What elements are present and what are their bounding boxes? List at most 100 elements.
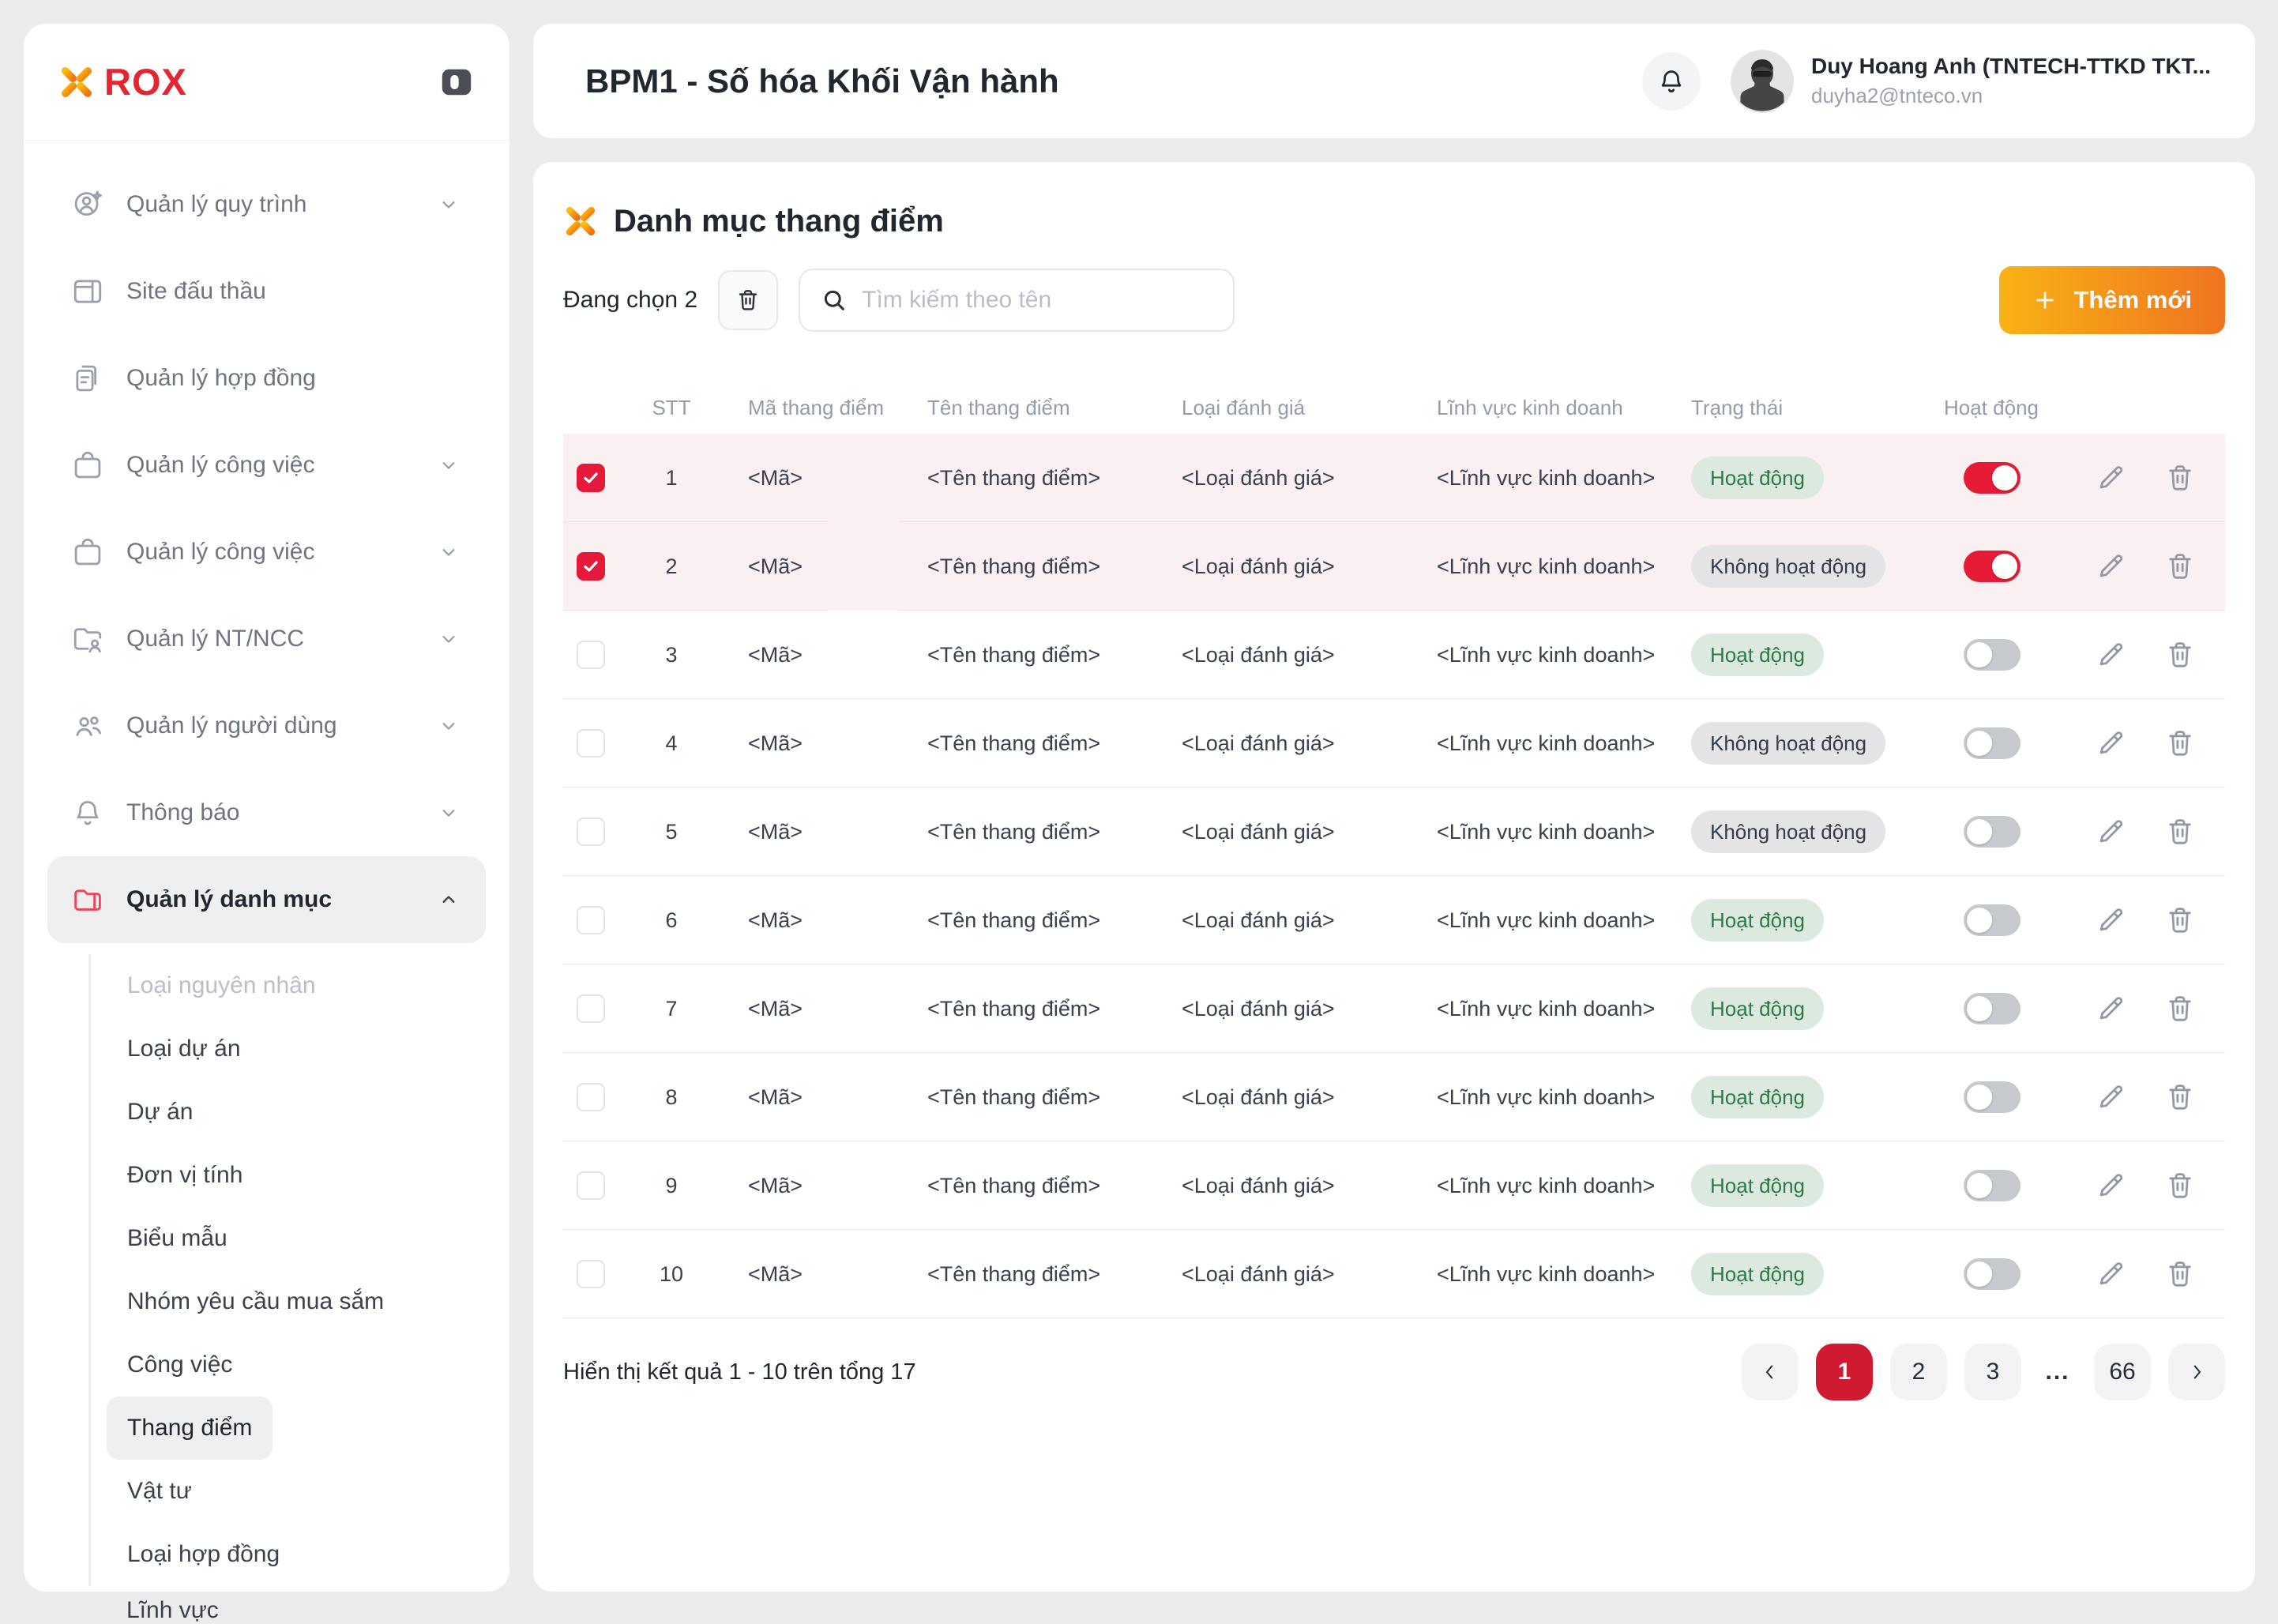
row-checkbox[interactable] — [577, 464, 605, 492]
pagination-page-button[interactable]: 1 — [1816, 1344, 1873, 1400]
folder-icon — [71, 883, 104, 916]
sidebar-subitem[interactable]: Thang điểm — [107, 1397, 273, 1460]
sidebar-item[interactable]: Thông báo — [47, 769, 486, 856]
status-badge: Hoạt động — [1691, 1076, 1824, 1118]
delete-button[interactable] — [2163, 1169, 2197, 1202]
plus-icon — [2036, 291, 2054, 309]
edit-button[interactable] — [2094, 461, 2127, 494]
edit-button[interactable] — [2094, 1169, 2127, 1202]
sidebar-item[interactable]: Quản lý quy trình — [47, 161, 486, 248]
cell-name: <Tên thang điểm> — [927, 731, 1101, 755]
cell-name: <Tên thang điểm> — [927, 465, 1101, 490]
active-toggle[interactable] — [1964, 551, 2021, 582]
sidebar-subitem[interactable]: Biểu mẫu — [127, 1225, 227, 1251]
row-checkbox[interactable] — [577, 818, 605, 846]
row-checkbox[interactable] — [577, 729, 605, 757]
sidebar-item[interactable]: Quản lý công việc — [47, 509, 486, 596]
user-menu[interactable]: Duy Hoang Anh (TNTECH-TTKD TKT... duyha2… — [1730, 49, 2211, 113]
edit-button[interactable] — [2094, 550, 2127, 583]
row-checkbox[interactable] — [577, 1083, 605, 1111]
pagination-next-button[interactable] — [2168, 1344, 2225, 1400]
sidebar-item[interactable]: Quản lý hợp đồng — [47, 335, 486, 422]
cell-code: <Mã> — [748, 554, 803, 578]
rox-logo: ROX — [58, 60, 187, 103]
sidebar-subitem[interactable]: Công việc — [127, 1351, 233, 1378]
edit-button[interactable] — [2094, 638, 2127, 671]
sidebar-subitem[interactable]: Dự án — [127, 1099, 194, 1125]
edit-button[interactable] — [2094, 904, 2127, 937]
folder-user-icon — [71, 622, 104, 656]
sidebar-submenu: Loại nguyên nhân Loại dự án Dự án Đơn vị tí… — [88, 954, 509, 1586]
add-new-button[interactable]: Thêm mới — [1999, 266, 2225, 334]
pagination-page-button[interactable]: 3 — [1964, 1344, 2021, 1400]
notifications-button[interactable] — [1641, 51, 1701, 111]
delete-button[interactable] — [2163, 815, 2197, 848]
search-input[interactable] — [862, 287, 1213, 314]
active-toggle[interactable] — [1964, 462, 2021, 494]
sidebar-item-label: Site đấu thầu — [126, 278, 266, 304]
edit-button[interactable] — [2094, 815, 2127, 848]
status-badge: Không hoạt động — [1691, 810, 1886, 853]
sidebar-item[interactable]: Quản lý danh mục — [47, 856, 486, 943]
top-header: BPM1 - Số hóa Khối Vận hành Duy Hoang An… — [533, 24, 2255, 138]
pagination-page-button[interactable]: 2 — [1890, 1344, 1947, 1400]
sidebar-item-linh-vuc[interactable]: Lĩnh vực — [126, 1597, 219, 1623]
main-content: Danh mục thang điểm Đang chọn 2 Thêm mới… — [533, 162, 2255, 1592]
edit-button[interactable] — [2094, 1257, 2127, 1291]
sidebar-collapse-icon[interactable] — [438, 64, 475, 100]
column-header-ma: Mã thang điểm — [748, 395, 884, 419]
active-toggle[interactable] — [1964, 816, 2021, 848]
delete-button[interactable] — [2163, 992, 2197, 1025]
rox-logo-text: ROX — [104, 61, 187, 103]
sidebar-item-label: Quản lý quy trình — [126, 191, 307, 217]
active-toggle[interactable] — [1964, 993, 2021, 1024]
row-checkbox[interactable] — [577, 994, 605, 1023]
active-toggle[interactable] — [1964, 1081, 2021, 1113]
sidebar-subitem[interactable]: Loại dự án — [127, 1036, 241, 1062]
table-row: 3 <Mã> <Tên thang điểm> <Loại đánh giá> <Lĩn… — [563, 611, 2225, 699]
sidebar-item[interactable]: Quản lý NT/NCC — [47, 596, 486, 682]
sidebar-subitem[interactable]: Loại nguyên nhân — [127, 972, 316, 998]
delete-button[interactable] — [2163, 1257, 2197, 1291]
delete-button[interactable] — [2163, 727, 2197, 760]
delete-button[interactable] — [2163, 550, 2197, 583]
active-toggle[interactable] — [1964, 639, 2021, 671]
cell-business: <Lĩnh vực kinh doanh> — [1437, 908, 1656, 932]
sidebar-item-label: Quản lý danh mục — [126, 886, 333, 912]
active-toggle[interactable] — [1964, 1258, 2021, 1290]
row-checkbox[interactable] — [577, 1260, 605, 1288]
active-toggle[interactable] — [1964, 904, 2021, 936]
pagination-page-button[interactable]: 66 — [2094, 1344, 2151, 1400]
bulk-delete-button[interactable] — [718, 270, 779, 330]
cell-business: <Lĩnh vực kinh doanh> — [1437, 1173, 1656, 1197]
delete-button[interactable] — [2163, 1081, 2197, 1114]
sidebar-item[interactable]: Quản lý người dùng — [47, 682, 486, 769]
delete-button[interactable] — [2163, 638, 2197, 671]
active-toggle[interactable] — [1964, 727, 2021, 759]
cell-stt: 1 — [665, 465, 678, 490]
row-checkbox[interactable] — [577, 552, 605, 581]
sidebar-subitem[interactable]: Nhóm yêu cầu mua sắm — [127, 1288, 385, 1314]
pagination-prev-button[interactable] — [1742, 1344, 1799, 1400]
delete-button[interactable] — [2163, 461, 2197, 494]
edit-button[interactable] — [2094, 727, 2127, 760]
chevron-down-icon — [435, 799, 462, 826]
sidebar-subitem[interactable]: Đơn vị tính — [127, 1162, 243, 1188]
sidebar-item[interactable]: Quản lý công việc — [47, 422, 486, 509]
table-row: 1 <Mã> <Tên thang điểm> <Loại đánh giá> <Lĩn… — [563, 434, 2225, 522]
status-badge: Hoạt động — [1691, 633, 1824, 676]
sidebar-subitem[interactable]: Vật tư — [127, 1478, 192, 1504]
cell-name: <Tên thang điểm> — [927, 1261, 1101, 1286]
row-checkbox[interactable] — [577, 906, 605, 934]
delete-button[interactable] — [2163, 904, 2197, 937]
row-checkbox[interactable] — [577, 1171, 605, 1200]
edit-button[interactable] — [2094, 1081, 2127, 1114]
row-checkbox[interactable] — [577, 641, 605, 669]
edit-button[interactable] — [2094, 992, 2127, 1025]
sidebar-subitem[interactable]: Loại hợp đồng — [127, 1541, 280, 1567]
chevron-up-icon — [435, 886, 462, 913]
sidebar-item[interactable]: Site đấu thầu — [47, 248, 486, 335]
sidebar-item-label: Quản lý người dùng — [126, 712, 337, 739]
status-badge: Không hoạt động — [1691, 722, 1886, 765]
active-toggle[interactable] — [1964, 1170, 2021, 1201]
